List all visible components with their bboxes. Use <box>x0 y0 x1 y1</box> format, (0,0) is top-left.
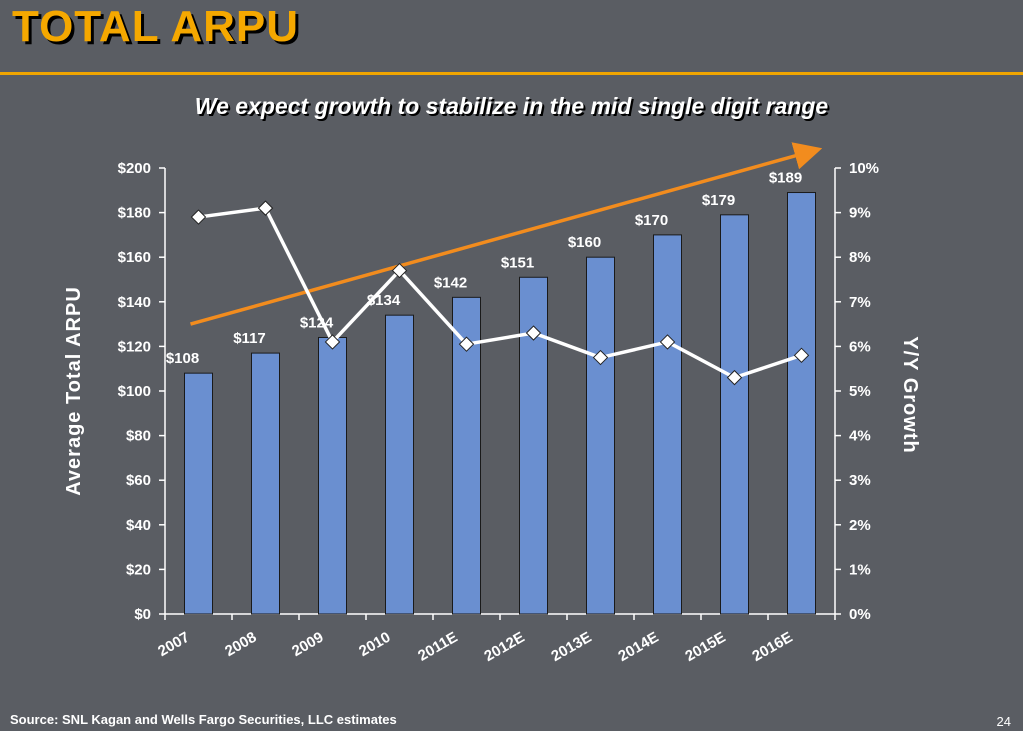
bar-value-label: $189 <box>769 170 802 187</box>
growth-line <box>198 206 803 380</box>
growth-point <box>793 347 810 364</box>
y2-tick-label: 10% <box>849 160 879 177</box>
bar <box>251 352 280 615</box>
growth-point <box>257 200 274 216</box>
bar-value-label: $160 <box>568 234 601 251</box>
trend-arrow <box>190 142 823 326</box>
bar <box>586 256 615 615</box>
y2-tick-label: 2% <box>849 517 871 534</box>
growth-point <box>726 369 743 386</box>
bar <box>184 372 213 615</box>
x-tick-label: 2015E <box>682 629 728 665</box>
source-note: Source: SNL Kagan and Wells Fargo Securi… <box>10 712 397 727</box>
bar-value-label: $179 <box>702 192 735 209</box>
y2-tick-label: 3% <box>849 472 871 489</box>
bar <box>787 192 816 615</box>
x-tick-label: 2007 <box>155 629 192 660</box>
y2-tick-label: 9% <box>849 205 871 222</box>
x-tick-label: 2009 <box>289 629 326 660</box>
growth-point <box>324 334 341 350</box>
bar-value-label: $151 <box>501 254 534 271</box>
chart-subtitle: We expect growth to stabilize in the mid… <box>194 93 829 119</box>
x-tick-label: 2011E <box>415 629 460 665</box>
slide-title: TOTAL ARPU <box>12 2 300 51</box>
bar <box>318 336 347 615</box>
y2-tick-label: 5% <box>849 383 871 400</box>
bar-value-label: $170 <box>635 212 668 229</box>
x-tick-label: 2008 <box>222 629 259 660</box>
x-tick-label: 2016E <box>749 629 795 665</box>
title-divider <box>0 72 1023 75</box>
x-tick-label: 2012E <box>481 629 527 665</box>
x-tick-label: 2010 <box>356 629 393 660</box>
y-tick-label: $140 <box>118 294 151 311</box>
y-tick-label: $200 <box>118 160 151 177</box>
y-tick-label: $60 <box>126 472 151 489</box>
bar-value-label: $142 <box>434 274 467 291</box>
bar-value-label: $124 <box>300 314 334 331</box>
bar-value-label: $108 <box>166 350 199 367</box>
y-tick-label: $160 <box>118 249 151 266</box>
bar-value-label: $117 <box>233 330 266 347</box>
growth-point <box>190 209 207 225</box>
y2-tick-label: 7% <box>849 294 871 311</box>
y-tick-label: $20 <box>126 561 151 578</box>
bar <box>385 314 414 615</box>
x-tick-label: 2014E <box>615 629 661 665</box>
growth-point <box>458 336 475 352</box>
y-tick-label: $80 <box>126 428 151 445</box>
y2-tick-label: 0% <box>849 606 871 623</box>
y2-axis-title: Y/Y Growth <box>899 336 921 453</box>
y2-tick-label: 4% <box>849 428 871 445</box>
y2-tick-label: 1% <box>849 561 871 578</box>
bar <box>720 214 749 615</box>
growth-point <box>525 325 542 341</box>
y-axis-title: Average Total ARPU <box>63 286 85 496</box>
growth-point <box>391 262 408 279</box>
y-tick-label: $40 <box>126 517 151 534</box>
x-tick-label: 2013E <box>548 629 594 665</box>
bar <box>653 234 682 615</box>
growth-point <box>592 349 609 366</box>
page-number: 24 <box>996 714 1011 729</box>
y-tick-label: $100 <box>118 383 151 400</box>
growth-point <box>659 334 676 350</box>
y-tick-label: $0 <box>134 606 151 623</box>
y2-tick-label: 8% <box>849 249 871 266</box>
y-tick-label: $180 <box>118 205 151 222</box>
y-tick-label: $120 <box>118 338 151 355</box>
y2-tick-label: 6% <box>849 338 871 355</box>
